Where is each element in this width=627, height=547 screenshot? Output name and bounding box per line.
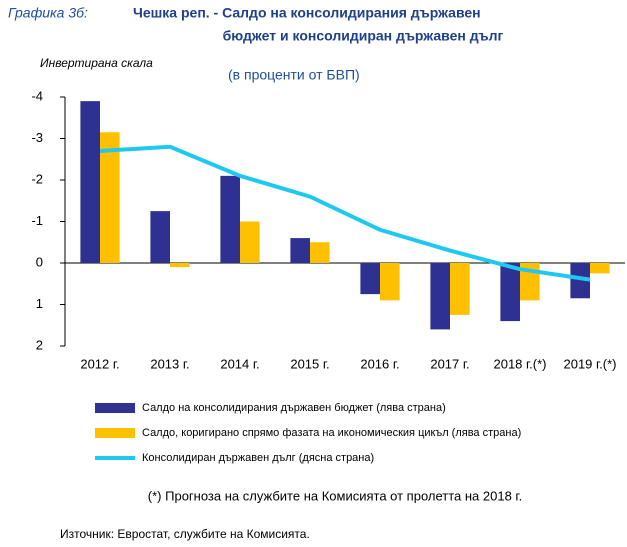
bar	[80, 101, 100, 264]
bar	[570, 263, 590, 299]
line	[99, 144, 591, 282]
bar	[310, 242, 330, 263]
legend-swatch	[95, 403, 135, 413]
y-tick-label: 0	[36, 254, 43, 269]
x-tick-label: 2015 г.	[290, 356, 329, 371]
bar	[240, 221, 260, 263]
y-tick-label: 2	[36, 337, 43, 352]
x-tick-label: 2012 г.	[80, 356, 119, 371]
footnote: (*) Прогноза на службите на Комисията от…	[148, 488, 522, 503]
y-axis-label: Инвертирана скала	[40, 56, 153, 70]
legend-label: Салдо, коригирано спрямо фазата на иконо…	[142, 427, 521, 439]
bar	[360, 263, 380, 295]
bar	[100, 132, 120, 263]
bar	[450, 263, 470, 315]
source: Източник: Евростат, службите на Комисият…	[60, 527, 310, 541]
legend-label: Консолидиран държавен дълг (дясна страна…	[142, 452, 374, 464]
x-tick-label: 2017 г.	[430, 356, 469, 371]
bar	[380, 263, 400, 301]
bar	[150, 211, 170, 263]
bar	[430, 263, 450, 330]
legend-label: Салдо на консолидирания държавен бюджет …	[142, 402, 446, 414]
y-tick-label: -2	[31, 171, 43, 186]
title-prefix: Графика 3б:	[8, 5, 88, 21]
chart-title: бюджет и консолидиран държавен дълг	[223, 28, 504, 44]
bar	[220, 175, 240, 263]
y-tick-label: -4	[31, 88, 43, 103]
y-tick-label: 1	[36, 296, 43, 311]
x-tick-label: 2014 г.	[220, 356, 259, 371]
x-tick-label: 2016 г.	[360, 356, 399, 371]
subtitle: (в проценти от БВП)	[228, 67, 360, 83]
bar	[590, 263, 610, 274]
legend-swatch	[95, 428, 135, 438]
bar	[500, 263, 520, 322]
y-tick-label: -1	[31, 213, 43, 228]
x-tick-label: 2018 г.(*)	[493, 356, 546, 371]
bar	[170, 263, 190, 268]
x-tick-label: 2019 г.(*)	[563, 356, 616, 371]
y-tick-label: -3	[31, 130, 43, 145]
chart-title: Чешка реп. - Салдо на консолидирания дър…	[133, 5, 481, 21]
x-tick-label: 2013 г.	[150, 356, 189, 371]
bar	[290, 238, 310, 263]
